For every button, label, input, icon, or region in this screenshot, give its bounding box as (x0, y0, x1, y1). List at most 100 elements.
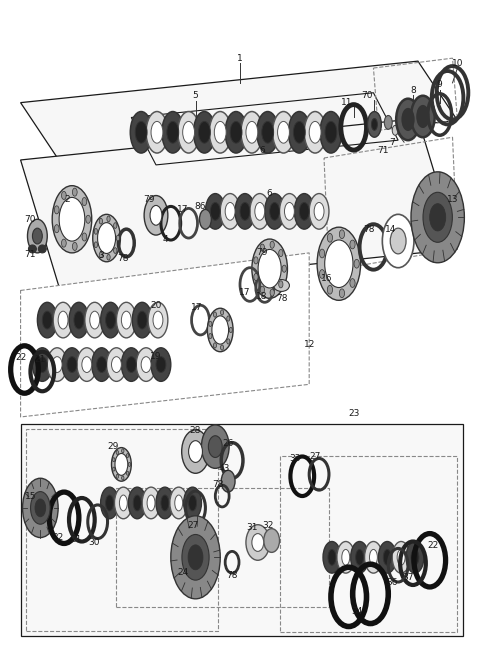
Polygon shape (21, 119, 457, 291)
Text: 37: 37 (402, 573, 414, 582)
Ellipse shape (115, 453, 128, 476)
Text: 7: 7 (389, 138, 395, 147)
Ellipse shape (120, 495, 127, 511)
Ellipse shape (146, 112, 168, 153)
Ellipse shape (384, 115, 392, 129)
Ellipse shape (150, 205, 162, 225)
Ellipse shape (378, 541, 396, 573)
Ellipse shape (324, 240, 353, 287)
Ellipse shape (327, 285, 333, 294)
Ellipse shape (130, 112, 152, 153)
Ellipse shape (54, 224, 59, 233)
Ellipse shape (282, 265, 287, 272)
Ellipse shape (27, 219, 47, 253)
Polygon shape (21, 253, 309, 417)
Ellipse shape (288, 112, 310, 153)
Ellipse shape (175, 495, 183, 511)
Ellipse shape (339, 289, 345, 298)
Text: 70: 70 (24, 215, 36, 224)
Ellipse shape (220, 194, 240, 229)
Text: 78: 78 (118, 255, 129, 263)
Ellipse shape (320, 270, 324, 278)
Ellipse shape (214, 312, 216, 317)
Ellipse shape (411, 550, 419, 565)
Ellipse shape (246, 121, 258, 143)
Ellipse shape (417, 106, 429, 127)
Text: 14: 14 (384, 224, 396, 234)
Text: 33: 33 (289, 454, 301, 463)
Ellipse shape (107, 255, 110, 260)
Text: 17: 17 (239, 288, 251, 297)
Ellipse shape (113, 467, 115, 471)
Ellipse shape (300, 203, 309, 220)
Ellipse shape (106, 495, 113, 511)
Ellipse shape (350, 240, 355, 249)
Ellipse shape (370, 550, 377, 565)
Ellipse shape (221, 470, 235, 492)
Ellipse shape (350, 279, 355, 287)
Ellipse shape (113, 458, 115, 462)
Ellipse shape (96, 357, 107, 373)
Ellipse shape (270, 203, 279, 220)
Ellipse shape (430, 203, 446, 231)
Ellipse shape (262, 121, 274, 143)
Ellipse shape (250, 194, 270, 229)
Ellipse shape (209, 112, 231, 153)
Text: 22: 22 (427, 541, 438, 550)
Ellipse shape (135, 121, 147, 143)
Ellipse shape (279, 249, 283, 256)
Ellipse shape (141, 357, 151, 373)
Text: 78: 78 (276, 294, 287, 303)
Ellipse shape (99, 252, 103, 258)
Ellipse shape (142, 487, 160, 519)
Ellipse shape (114, 248, 117, 253)
Ellipse shape (241, 112, 263, 153)
Ellipse shape (144, 195, 168, 235)
Ellipse shape (31, 491, 50, 524)
Ellipse shape (72, 188, 77, 196)
Ellipse shape (227, 339, 230, 344)
Ellipse shape (342, 550, 350, 565)
Ellipse shape (61, 239, 66, 247)
Text: 78: 78 (213, 480, 224, 489)
Ellipse shape (116, 236, 120, 241)
Ellipse shape (264, 194, 285, 229)
Ellipse shape (170, 487, 188, 519)
Ellipse shape (86, 215, 91, 223)
Text: 22: 22 (15, 353, 26, 362)
Ellipse shape (392, 125, 398, 135)
Ellipse shape (47, 348, 67, 381)
Ellipse shape (183, 121, 194, 143)
Ellipse shape (126, 357, 136, 373)
Text: 79: 79 (256, 249, 267, 257)
Ellipse shape (37, 357, 47, 373)
Text: 23: 23 (348, 409, 360, 419)
Text: 13: 13 (447, 195, 458, 204)
Polygon shape (21, 61, 457, 162)
Ellipse shape (383, 215, 414, 268)
Ellipse shape (270, 289, 275, 297)
Ellipse shape (38, 245, 46, 253)
Ellipse shape (202, 425, 229, 468)
Ellipse shape (67, 357, 77, 373)
Ellipse shape (260, 244, 264, 251)
Ellipse shape (33, 228, 42, 244)
Ellipse shape (293, 121, 305, 143)
Ellipse shape (62, 348, 82, 381)
Ellipse shape (254, 274, 258, 281)
Ellipse shape (212, 316, 228, 344)
Ellipse shape (94, 242, 97, 247)
Ellipse shape (402, 109, 414, 131)
Ellipse shape (285, 203, 294, 220)
Ellipse shape (133, 495, 141, 511)
Text: 21: 21 (70, 535, 82, 544)
Text: 22: 22 (52, 533, 64, 542)
Ellipse shape (107, 216, 110, 222)
Ellipse shape (320, 249, 324, 258)
Ellipse shape (314, 203, 324, 220)
Ellipse shape (117, 302, 136, 338)
Ellipse shape (205, 194, 225, 229)
Ellipse shape (116, 451, 119, 455)
Ellipse shape (182, 535, 209, 580)
Text: 34: 34 (351, 607, 362, 616)
